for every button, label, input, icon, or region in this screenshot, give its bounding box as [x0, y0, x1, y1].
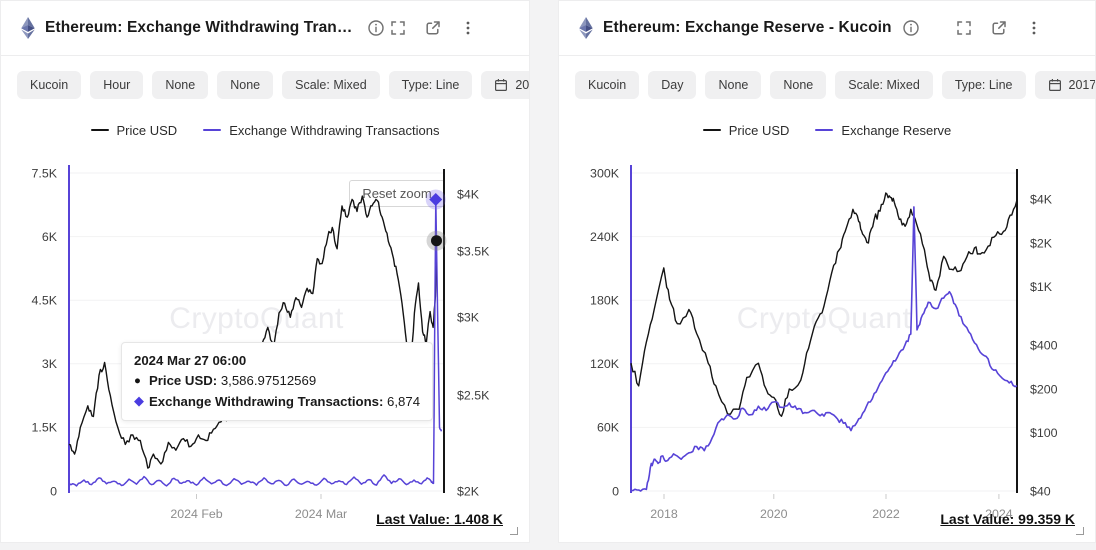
svg-text:$400: $400 — [1030, 338, 1058, 352]
legend-item-price[interactable]: Price USD — [702, 123, 789, 138]
svg-text:2024 Mar: 2024 Mar — [295, 507, 347, 521]
calendar-icon — [1048, 78, 1062, 92]
filter-scale[interactable]: Scale: Mixed — [835, 71, 933, 99]
svg-text:6K: 6K — [42, 230, 58, 244]
info-icon[interactable] — [900, 17, 922, 39]
chart-legend: Price USD Exchange Reserve — [559, 119, 1095, 141]
calendar-icon — [494, 78, 508, 92]
ethereum-logo-icon — [21, 17, 35, 39]
metric-diamond-icon: ◆ — [134, 392, 144, 408]
ethereum-logo-icon — [579, 17, 593, 39]
chart-card-exchange-reserve: Ethereum: Exchange Reserve - Kucoin Kuco… — [558, 0, 1096, 543]
watermark: CryptoQuant — [169, 302, 344, 335]
price-point-marker — [431, 235, 442, 247]
svg-text:1.5K: 1.5K — [32, 421, 58, 435]
svg-text:60K: 60K — [597, 421, 620, 435]
filter-exchange[interactable]: Kucoin — [575, 71, 640, 99]
filter-bar: Kucoin Day None None Scale: Mixed Type: … — [559, 56, 1095, 105]
filter-indicator-2[interactable]: None — [770, 71, 827, 99]
last-value-link[interactable]: Last Value: 99.359 K — [940, 511, 1075, 527]
filter-indicator-1[interactable]: None — [705, 71, 762, 99]
date-range-label: 2023-09-27 ~ — [515, 78, 529, 92]
svg-text:180K: 180K — [590, 294, 620, 308]
svg-text:$2K: $2K — [457, 484, 480, 498]
svg-text:120K: 120K — [590, 357, 620, 371]
svg-text:$40: $40 — [1030, 484, 1051, 498]
svg-text:300K: 300K — [590, 166, 620, 180]
metric-point-marker — [429, 193, 443, 207]
legend-item-metric[interactable]: Exchange Withdrawing Transactions — [203, 123, 439, 138]
svg-text:0: 0 — [612, 484, 619, 498]
chart-tooltip: 2024 Mar 27 06:00 ● Price USD: 3,586.9751… — [121, 342, 434, 422]
kebab-menu-icon[interactable] — [1023, 17, 1045, 39]
chart-canvas[interactable]: 2024 Feb 2024 Mar 7.5K 6K 4.5K 3K 1.5K 0 $4K $3.5… — [1, 1, 530, 543]
svg-text:$3.5K: $3.5K — [457, 245, 490, 259]
filter-date-range[interactable]: 2023-09-27 ~ — [481, 71, 529, 99]
svg-text:$1K: $1K — [1030, 280, 1053, 294]
filter-date-range[interactable]: 2017-09-17 ~ — [1034, 71, 1096, 99]
header-actions — [387, 17, 515, 39]
chart-canvas[interactable]: 2018 2020 2022 2024 300K 240K 180K 120K 60K 0 $4K $… — [559, 1, 1096, 543]
external-link-icon[interactable] — [422, 17, 444, 39]
svg-text:2022: 2022 — [872, 507, 900, 521]
card-header: Ethereum: Exchange Reserve - Kucoin — [559, 1, 1095, 56]
svg-text:$3K: $3K — [457, 311, 480, 325]
svg-text:$4K: $4K — [457, 187, 480, 201]
resize-handle[interactable] — [510, 527, 518, 535]
external-link-icon[interactable] — [988, 17, 1010, 39]
filter-bar: Kucoin Hour None None Scale: Mixed Type:… — [1, 56, 529, 105]
filter-interval[interactable]: Hour — [90, 71, 144, 99]
legend-item-price[interactable]: Price USD — [90, 123, 177, 138]
legend-item-metric[interactable]: Exchange Reserve — [815, 123, 951, 138]
svg-text:$100: $100 — [1030, 426, 1058, 440]
filter-scale[interactable]: Scale: Mixed — [282, 71, 380, 99]
filter-chart-type[interactable]: Type: Line — [941, 71, 1026, 99]
chart-legend: Price USD Exchange Withdrawing Transacti… — [1, 119, 529, 141]
svg-text:$200: $200 — [1030, 382, 1058, 396]
price-bullet-icon: ● — [134, 374, 141, 387]
filter-indicator-1[interactable]: None — [152, 71, 209, 99]
svg-text:2024: 2024 — [985, 507, 1013, 521]
price-usd-line — [68, 195, 438, 469]
tooltip-timestamp: 2024 Mar 27 06:00 — [134, 353, 247, 368]
filter-chart-type[interactable]: Type: Line — [388, 71, 473, 99]
last-value-link[interactable]: Last Value: 1.408 K — [376, 511, 503, 527]
svg-text:240K: 240K — [590, 230, 620, 244]
withdrawing-transactions-line — [68, 198, 443, 487]
svg-text:7.5K: 7.5K — [32, 166, 58, 180]
filter-interval[interactable]: Day — [648, 71, 697, 99]
filter-exchange[interactable]: Kucoin — [17, 71, 82, 99]
svg-text:4.5K: 4.5K — [32, 294, 58, 308]
header-actions — [953, 17, 1081, 39]
svg-text:$2.5K: $2.5K — [457, 389, 490, 403]
card-header: Ethereum: Exchange Withdrawing Transact… — [1, 1, 529, 56]
kebab-menu-icon[interactable] — [457, 17, 479, 39]
svg-text:$4K: $4K — [1030, 192, 1053, 206]
svg-text:$2K: $2K — [1030, 236, 1053, 250]
date-range-label: 2017-09-17 ~ — [1068, 78, 1096, 92]
tooltip-metric-row: ◆ Exchange Withdrawing Transactions: 6,87… — [134, 392, 421, 409]
exchange-reserve-line — [630, 206, 1018, 492]
svg-text:2018: 2018 — [650, 507, 678, 521]
fullscreen-icon[interactable] — [953, 17, 975, 39]
svg-text:3K: 3K — [42, 357, 58, 371]
svg-text:2020: 2020 — [760, 507, 788, 521]
resize-handle[interactable] — [1076, 527, 1084, 535]
svg-text:0: 0 — [50, 484, 57, 498]
fullscreen-icon[interactable] — [387, 17, 409, 39]
tooltip-price-row: ● Price USD: 3,586.97512569 — [134, 371, 420, 391]
chart-card-exchange-withdrawing: Ethereum: Exchange Withdrawing Transact…… — [0, 0, 530, 543]
info-icon[interactable] — [365, 17, 387, 39]
price-usd-line — [630, 192, 1018, 417]
svg-text:2024 Feb: 2024 Feb — [170, 507, 222, 521]
reset-zoom-button[interactable]: Reset zoom — [349, 180, 445, 207]
filter-indicator-2[interactable]: None — [217, 71, 274, 99]
